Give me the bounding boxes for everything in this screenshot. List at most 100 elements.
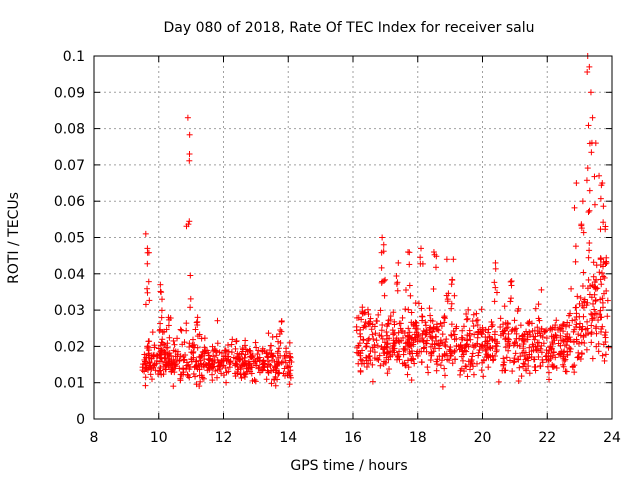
data-point — [461, 347, 468, 354]
data-point — [597, 226, 604, 233]
data-point — [171, 341, 178, 348]
data-point — [369, 378, 376, 385]
data-point — [538, 349, 545, 356]
data-point — [416, 348, 423, 355]
data-point — [363, 343, 370, 350]
data-point — [286, 370, 293, 377]
data-point — [549, 324, 556, 331]
data-point — [483, 346, 490, 353]
data-point — [422, 322, 429, 329]
data-point — [602, 351, 609, 358]
data-point — [150, 353, 157, 360]
data-point — [256, 369, 263, 376]
data-point — [526, 320, 533, 327]
data-point — [574, 293, 581, 300]
data-point — [448, 281, 455, 288]
x-axis-title: GPS time / hours — [290, 458, 407, 474]
y-tick-label: 0.01 — [54, 376, 85, 392]
data-point — [592, 325, 599, 332]
data-point — [546, 376, 553, 383]
data-point — [593, 262, 600, 269]
data-point — [517, 322, 524, 329]
data-point — [189, 336, 196, 343]
data-point — [483, 354, 490, 361]
data-point — [492, 265, 499, 272]
data-point — [384, 321, 391, 328]
data-point — [535, 315, 542, 322]
data-point — [592, 140, 599, 147]
data-point — [534, 347, 541, 354]
data-point — [200, 375, 207, 382]
data-point — [584, 285, 591, 292]
data-point — [508, 282, 515, 289]
data-point — [592, 297, 599, 304]
data-point — [417, 260, 424, 267]
data-point — [586, 240, 593, 247]
data-point — [241, 361, 248, 368]
data-point — [599, 352, 606, 359]
data-point — [601, 332, 608, 339]
data-point — [510, 359, 517, 366]
data-point — [177, 375, 184, 382]
data-point — [380, 241, 387, 248]
data-point — [194, 318, 201, 325]
data-point — [604, 313, 611, 320]
data-point — [584, 68, 591, 75]
data-point — [275, 348, 282, 355]
data-point — [555, 326, 562, 333]
data-point — [473, 317, 480, 324]
data-point — [586, 247, 593, 254]
data-point — [576, 354, 583, 361]
data-point — [451, 356, 458, 363]
data-point — [499, 328, 506, 335]
y-tick-label: 0.03 — [54, 303, 85, 319]
data-point — [470, 363, 477, 370]
data-point — [234, 350, 241, 357]
data-point — [501, 359, 508, 366]
data-point — [165, 322, 172, 329]
data-point — [183, 327, 190, 334]
data-point — [223, 348, 230, 355]
data-point — [197, 357, 204, 364]
data-point — [544, 363, 551, 370]
data-point — [439, 340, 446, 347]
data-point — [458, 334, 465, 341]
data-point — [567, 310, 574, 317]
data-point — [363, 354, 370, 361]
data-point — [438, 323, 445, 330]
data-point — [418, 313, 425, 320]
data-point — [589, 355, 596, 362]
data-point — [364, 306, 371, 313]
data-point — [453, 335, 460, 342]
data-point — [442, 339, 449, 346]
data-point — [158, 307, 165, 314]
data-point — [157, 358, 164, 365]
data-point — [573, 304, 580, 311]
data-point — [267, 347, 274, 354]
data-point — [437, 362, 444, 369]
data-point — [357, 330, 364, 337]
data-point — [437, 320, 444, 327]
data-point — [192, 373, 199, 380]
data-point — [253, 344, 260, 351]
data-point — [591, 283, 598, 290]
data-point — [379, 234, 386, 241]
data-point — [471, 331, 478, 338]
data-point — [522, 366, 529, 373]
data-point — [158, 355, 165, 362]
data-point — [545, 369, 552, 376]
data-point — [491, 298, 498, 305]
data-point — [597, 195, 604, 202]
data-point — [469, 350, 476, 357]
data-point — [275, 345, 282, 352]
data-point — [475, 349, 482, 356]
data-point — [465, 343, 472, 350]
data-point — [522, 349, 529, 356]
data-point — [531, 327, 538, 334]
data-point — [587, 89, 594, 96]
data-point — [362, 323, 369, 330]
data-point — [474, 316, 481, 323]
data-point — [543, 352, 550, 359]
data-point — [235, 366, 242, 373]
